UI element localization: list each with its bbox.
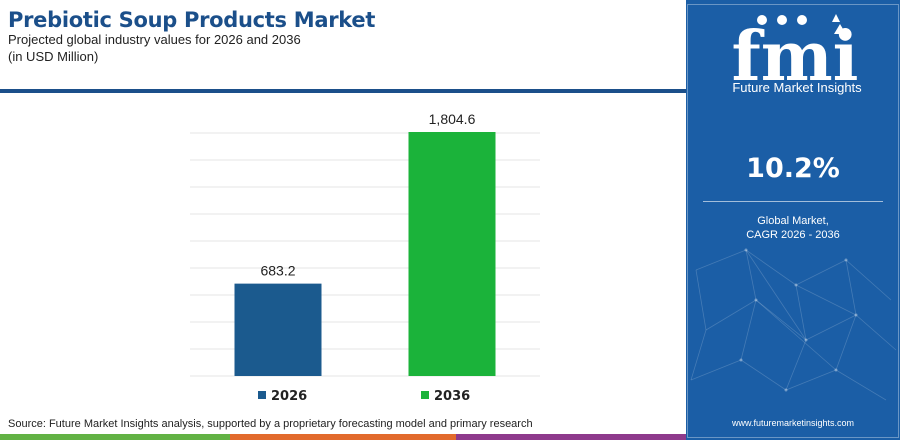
legend-swatch-2026 xyxy=(258,391,266,399)
legend-label-2036: 2036 xyxy=(434,389,470,404)
globe-europe-icon xyxy=(777,15,787,25)
footer-stripe-green xyxy=(0,434,230,440)
network-pattern xyxy=(690,248,897,401)
summary-sidebar: fmi Future Market Insights 10.2% Global … xyxy=(686,0,900,440)
cagr-label-line-2: CAGR 2026 - 2036 xyxy=(746,229,840,241)
subtitle-line-1: Projected global industry values for 202… xyxy=(8,32,301,47)
source-note: Source: Future Market Insights analysis,… xyxy=(8,418,533,430)
data-label-2036: 1,804.6 xyxy=(429,111,476,127)
chart-subtitle: Projected global industry values for 202… xyxy=(8,31,428,65)
chart-title: Prebiotic Soup Products Market xyxy=(8,8,376,32)
cagr-value: 10.2% xyxy=(746,153,840,184)
logo-name: Future Market Insights xyxy=(732,80,862,95)
header-divider xyxy=(0,89,686,93)
footer-stripe-orange xyxy=(230,434,456,440)
bar-2026 xyxy=(234,283,322,376)
fmi-logo: fmi xyxy=(731,14,859,97)
chart-panel: Prebiotic Soup Products Market Projected… xyxy=(0,8,686,440)
bar-2036 xyxy=(408,132,496,376)
globe-americas-icon xyxy=(757,15,767,25)
legend-label-2026: 2026 xyxy=(271,389,307,404)
sidebar-frame xyxy=(687,4,899,438)
bar-chart: 683.2 1,804.6 2026 2036 xyxy=(190,111,540,404)
person-figure-icon xyxy=(832,14,846,34)
cagr-label: Global Market, CAGR 2026 - 2036 xyxy=(686,214,900,242)
sidebar-divider xyxy=(703,201,883,202)
data-label-2026: 683.2 xyxy=(260,263,295,279)
legend-swatch-2036 xyxy=(421,391,429,399)
website-link[interactable]: www.futuremarketinsights.com xyxy=(731,418,855,428)
globe-asia-icon xyxy=(797,15,807,25)
cagr-label-line-1: Global Market, xyxy=(757,215,829,227)
subtitle-line-2: (in USD Million) xyxy=(8,49,99,64)
footer-stripe-purple xyxy=(456,434,686,440)
